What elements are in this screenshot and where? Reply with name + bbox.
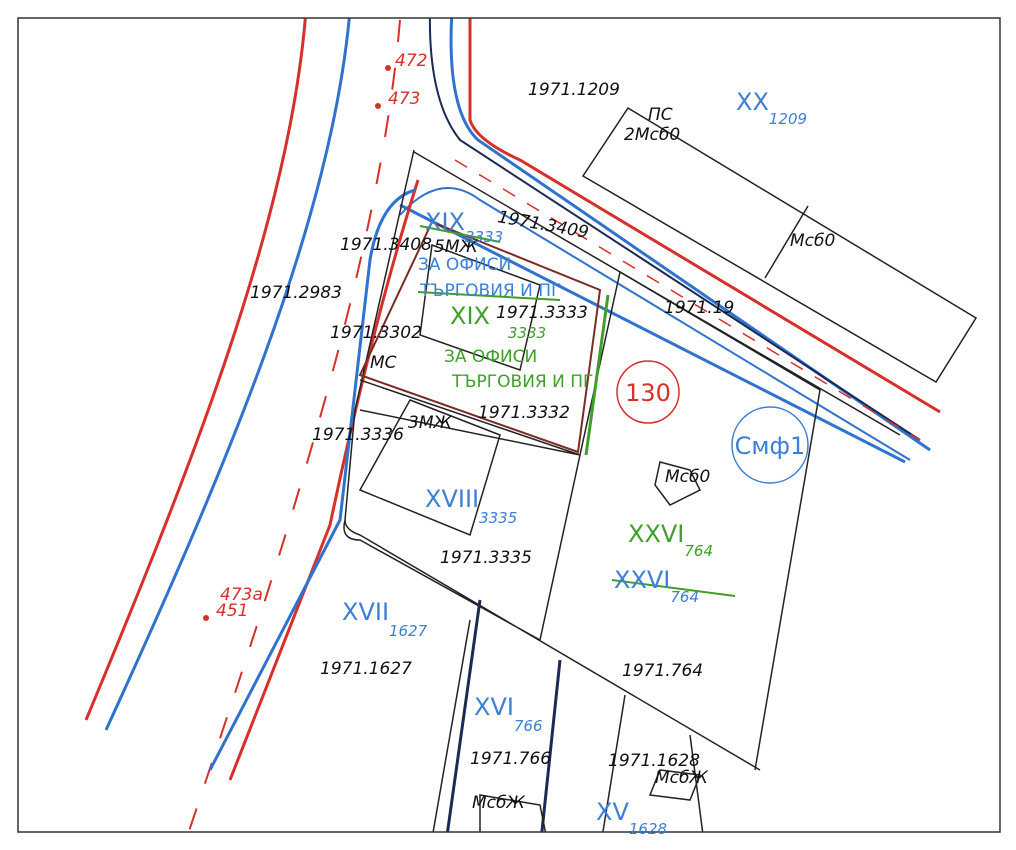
- building-label: 5МЖ: [434, 237, 478, 257]
- parcel-line: [359, 271, 821, 832]
- labels: 472 473 473a 451 130 1971.1209 1971.3409…: [216, 51, 835, 838]
- plot-number: 3333: [508, 324, 546, 342]
- plot-number: 1209: [769, 110, 807, 128]
- road-edge: [228, 179, 420, 781]
- plot-label: XVIII3335: [425, 485, 517, 527]
- plot-label: XVI766: [474, 693, 543, 735]
- parcel-number: 1971.766: [470, 749, 551, 769]
- plot-number: 1627: [389, 622, 428, 640]
- strike-line: [417, 225, 736, 597]
- plot-numeral: XXVI: [628, 520, 684, 548]
- survey-label: 451: [216, 601, 248, 621]
- parcel-number: 1971.19: [664, 298, 734, 318]
- parcel-number: 1971.1627: [320, 659, 412, 679]
- parcel-number: 1971.3332: [478, 403, 570, 423]
- plot-label: XX1209: [736, 88, 807, 128]
- plot-number: 3335: [479, 509, 517, 527]
- building: [654, 461, 702, 506]
- building: [648, 769, 702, 801]
- plot-label: XIX 3333: [450, 302, 546, 342]
- survey-label: 473: [388, 89, 420, 109]
- plot-number: 766: [514, 717, 543, 735]
- parcel-number: 1971.3302: [330, 323, 422, 343]
- survey-point: [385, 65, 391, 71]
- plot-boundary: [358, 220, 602, 454]
- road-edge: [449, 18, 931, 452]
- plot-number: 764: [670, 588, 699, 606]
- survey-point: [375, 103, 381, 109]
- plot-numeral: XIX: [450, 302, 490, 330]
- road-edge: [104, 18, 351, 731]
- plot-label: XXVI764: [614, 566, 699, 606]
- road-edge: [208, 188, 416, 771]
- road-edge: [84, 18, 307, 721]
- zone-circle: [731, 406, 809, 484]
- purpose-label: ТЪРГОВИЯ И ПГ: [451, 372, 593, 392]
- building: [358, 399, 501, 537]
- building: [479, 794, 547, 832]
- plot-numeral: XX: [736, 88, 769, 116]
- survey-label: 473a: [220, 585, 263, 605]
- parcel-number: 1971.3336: [312, 425, 404, 445]
- survey-point: [203, 615, 209, 621]
- parcel-number: 1971.1209: [528, 80, 620, 100]
- road-edge: [428, 18, 921, 441]
- plot-numeral: XVII: [342, 598, 389, 626]
- new-plot-line: [584, 294, 610, 456]
- road-edge: [399, 203, 906, 464]
- regulation-line: [454, 159, 921, 441]
- plot-label: XXVI764: [628, 520, 713, 560]
- road-edge: [468, 18, 941, 414]
- parcel-number: 1971.764: [622, 661, 703, 681]
- purpose-label: ТЪРГОВИЯ И ПГ: [419, 281, 561, 301]
- parcel-number: 1971.3333: [496, 303, 588, 323]
- building-label: ПС: [648, 105, 673, 125]
- parcel-number: 1971.2983: [250, 283, 342, 303]
- plot-numeral: XVIII: [425, 485, 479, 513]
- axis-line: [187, 19, 401, 832]
- plot-numeral: XV: [596, 798, 629, 826]
- block-circle: [616, 360, 680, 424]
- plot-label: XVII1627: [342, 598, 428, 640]
- plot-numeral: XXVI: [614, 566, 670, 594]
- parcel-number: 1971.3335: [440, 548, 532, 568]
- plot-number: 3333: [465, 228, 503, 246]
- zone-label: Смф1: [735, 432, 806, 460]
- survey-label: 472: [395, 51, 427, 71]
- building-label: 3МЖ: [408, 413, 452, 433]
- plot-numeral: XIX: [425, 208, 465, 236]
- building: [419, 243, 541, 371]
- purpose-label: ЗА ОФИСИ: [418, 255, 511, 275]
- plot-number: 1628: [629, 820, 667, 838]
- parcel-number: 1971.3408: [340, 235, 432, 255]
- frame: [17, 17, 1001, 833]
- block-number: 130: [625, 379, 671, 407]
- plot-number: 764: [684, 542, 713, 560]
- linework: [84, 18, 978, 832]
- building-label: Мсб0: [790, 231, 835, 251]
- building-label: МС: [370, 353, 397, 373]
- plot-numeral: XVI: [474, 693, 514, 721]
- parcel-line: [343, 149, 761, 771]
- building-label: Мсб0: [665, 467, 710, 487]
- plot-label: XV1628: [596, 798, 667, 838]
- plot-label: XIX3333: [425, 208, 503, 246]
- building: [581, 106, 978, 384]
- building-label: МсбЖ: [655, 768, 708, 788]
- building-label: МсбЖ: [472, 793, 525, 813]
- building: [764, 205, 809, 279]
- building-label: 2Мсб0: [624, 125, 680, 145]
- purpose-label: ЗА ОФИСИ: [444, 347, 537, 367]
- parcel-number: 1971.1628: [608, 751, 700, 771]
